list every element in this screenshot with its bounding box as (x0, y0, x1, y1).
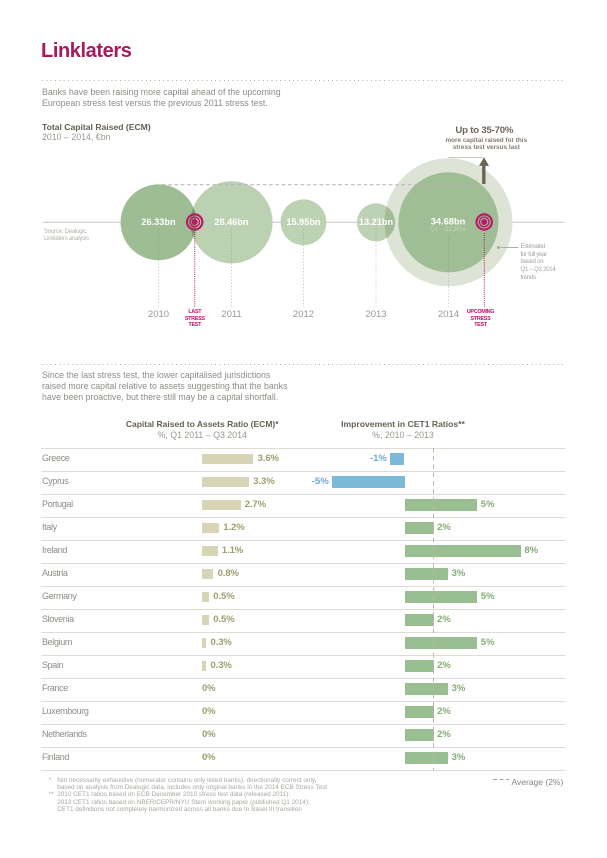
svg-text:28.46bn: 28.46bn (214, 217, 248, 228)
svg-text:15.95bn: 15.95bn (286, 217, 320, 228)
svg-text:34.68bn: 34.68bn (431, 216, 466, 227)
svg-text:13.21bn: 13.21bn (359, 217, 393, 228)
svg-text:26.33bn: 26.33bn (141, 217, 175, 228)
svg-text:Q1 – Q3 2014: Q1 – Q3 2014 (430, 226, 466, 233)
